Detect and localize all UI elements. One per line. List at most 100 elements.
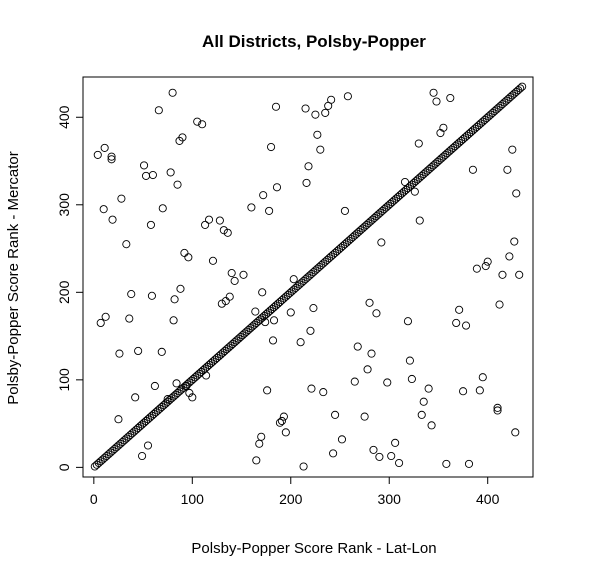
data-point [141, 171, 151, 180]
data-point [227, 269, 236, 278]
data-point [415, 216, 424, 225]
data-point [495, 300, 504, 309]
data-point [461, 321, 471, 330]
data-point [115, 349, 124, 358]
data-point [201, 220, 210, 229]
data-point [407, 374, 416, 384]
data-point [369, 445, 378, 454]
data-point [114, 415, 123, 424]
data-point [122, 240, 131, 249]
data-point [400, 177, 410, 187]
data-point [202, 371, 211, 380]
data-point [108, 215, 117, 224]
data-point [166, 168, 175, 177]
data-point [107, 155, 116, 164]
data-point [475, 386, 484, 395]
data-point [377, 238, 386, 247]
data-point [319, 388, 328, 397]
data-point [410, 187, 419, 196]
data-point [223, 228, 232, 237]
data-point [395, 458, 404, 468]
data-point [446, 93, 455, 103]
data-point [215, 216, 224, 225]
data-point [337, 435, 347, 444]
data-point [289, 275, 298, 284]
data-point [307, 384, 316, 393]
data-point [363, 365, 372, 374]
data-point [403, 317, 413, 326]
data-point [331, 410, 340, 419]
data-point [263, 386, 272, 395]
data-point [343, 92, 352, 101]
data-point [387, 451, 396, 461]
data-point [127, 290, 136, 299]
data-point [100, 143, 109, 152]
data-point [139, 161, 149, 170]
data-point [279, 412, 288, 421]
data-point [424, 384, 433, 393]
data-point [219, 226, 228, 235]
data-point [168, 88, 177, 97]
data-point [131, 393, 140, 402]
data-point [163, 395, 172, 404]
data-point [158, 204, 167, 213]
data-point [327, 95, 336, 104]
chart-title: All Districts, Polsby-Popper [202, 32, 426, 51]
data-point [383, 378, 392, 387]
data-point [302, 178, 311, 187]
data-point [372, 309, 381, 318]
data-point [468, 165, 477, 174]
data-point [252, 456, 261, 465]
x-tick-label: 0 [90, 491, 98, 507]
data-point [350, 377, 359, 386]
data-point [419, 397, 428, 406]
data-point [150, 381, 159, 391]
y-tick-label: 100 [56, 368, 72, 392]
data-point [198, 120, 207, 129]
data-point [464, 459, 474, 468]
data-point [117, 194, 126, 203]
data-point [188, 393, 197, 402]
y-tick-label: 200 [56, 280, 72, 304]
data-point [259, 191, 268, 200]
data-point [239, 270, 248, 279]
data-point [247, 203, 256, 212]
data-point [182, 381, 191, 391]
data-point [498, 270, 507, 279]
data-point [157, 347, 166, 356]
data-point [503, 165, 512, 174]
data-point [340, 206, 349, 215]
data-point [353, 342, 362, 351]
data-points [90, 82, 527, 471]
data-point [512, 189, 521, 198]
data-point [225, 292, 234, 301]
data-point [178, 133, 187, 142]
data-point [170, 295, 179, 304]
data-point [478, 373, 487, 382]
data-point [96, 318, 105, 328]
data-point [309, 304, 318, 313]
x-tick-label: 100 [181, 491, 205, 507]
data-point [185, 388, 194, 398]
data-point [493, 403, 502, 412]
data-point [459, 387, 468, 396]
data-point [176, 284, 185, 293]
data-point [261, 318, 270, 327]
y-tick-label: 0 [56, 463, 72, 471]
data-point [510, 237, 519, 246]
y-axis-label: Polsby-Popper Score Rank - Mercator [5, 151, 22, 404]
data-point [184, 253, 193, 262]
data-point [173, 180, 182, 189]
data-point [414, 139, 423, 148]
data-point [472, 264, 481, 273]
data-point [154, 106, 163, 115]
data-point [508, 145, 517, 154]
data-point [286, 308, 295, 317]
x-tick-label: 200 [279, 491, 303, 507]
diagonal-point [516, 84, 525, 93]
data-point [391, 438, 400, 447]
data-point [452, 318, 461, 328]
data-point [311, 110, 320, 119]
data-point [269, 316, 279, 325]
